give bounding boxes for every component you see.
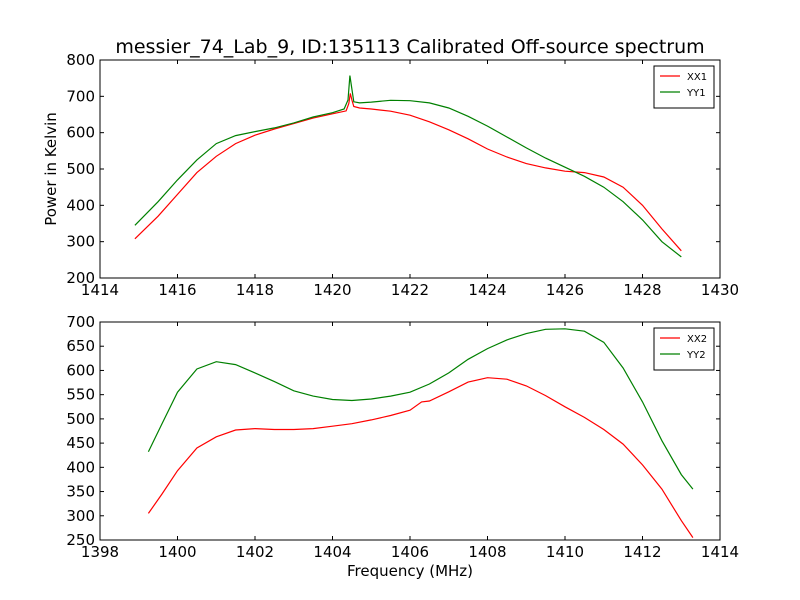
upper-y-tick-label: 500 (66, 160, 95, 178)
lower-x-tick-label: 1404 (313, 543, 351, 561)
upper-y-tick-label: 700 (66, 87, 95, 105)
lower-y-tick-label: 450 (66, 434, 95, 452)
lower-x-tick-label: 1410 (546, 543, 584, 561)
upper-y-tick-label: 200 (66, 269, 95, 287)
lower-y-tick-label: 400 (66, 458, 95, 476)
upper-x-tick-label: 1420 (313, 281, 351, 299)
lower-y-tick-label: 550 (66, 386, 95, 404)
lower-x-tick-label: 1408 (468, 543, 506, 561)
upper-x-tick-label: 1428 (623, 281, 661, 299)
upper-x-tick-label: 1430 (701, 281, 739, 299)
upper-plot-panel: 1414 1416 1418 1420 1422 1424 1426 1428 1430 200 3… (42, 51, 739, 299)
x-axis-label: Frequency (MHz) (347, 562, 473, 580)
upper-x-tick-label: 1414 (81, 281, 119, 299)
lower-y-tick-label: 650 (66, 337, 95, 355)
upper-x-tick-label: 1418 (236, 281, 274, 299)
upper-plot-frame (99, 59, 721, 279)
lower-x-tick-label: 1400 (158, 543, 196, 561)
upper-plot-ticks: 1414 1416 1418 1420 1422 1424 1426 1428 1430 200 3… (66, 51, 739, 299)
lower-y-tick-label: 350 (66, 483, 95, 501)
lower-legend-label-xx2: XX2 (687, 334, 707, 345)
lower-x-tick-label: 1402 (236, 543, 274, 561)
lower-x-tick-label: 1406 (391, 543, 429, 561)
lower-y-tick-label: 600 (66, 361, 95, 379)
upper-y-tick-label: 800 (66, 51, 95, 69)
lower-x-tick-label: 1412 (623, 543, 661, 561)
upper-y-tick-label: 300 (66, 233, 95, 251)
lower-y-tick-label: 250 (66, 531, 95, 549)
lower-legend-box (653, 327, 715, 371)
lower-x-tick-label: 1414 (701, 543, 739, 561)
upper-y-tick-label: 400 (66, 196, 95, 214)
upper-legend-label-xx1: XX1 (687, 72, 707, 83)
lower-series-yy2-line (147, 328, 694, 490)
lower-y-tick-label: 700 (66, 313, 95, 331)
lower-legend-label-yy2: YY2 (686, 350, 706, 361)
upper-series-xx1-line (134, 93, 682, 252)
upper-legend-box (653, 65, 715, 109)
upper-x-tick-label: 1426 (546, 281, 584, 299)
lower-plot-lines (147, 328, 694, 538)
lower-x-tick-label: 1398 (81, 543, 119, 561)
upper-x-tick-label: 1416 (158, 281, 196, 299)
lower-y-tick-label: 500 (66, 410, 95, 428)
upper-plot-lines (134, 75, 682, 258)
upper-legend-label-yy1: YY1 (686, 88, 706, 99)
lower-plot-ticks: 1398 1400 1402 1404 1406 1408 1410 1412 1414 250 3… (66, 313, 739, 561)
lower-y-tick-label: 300 (66, 507, 95, 525)
upper-y-tick-label: 600 (66, 124, 95, 142)
upper-x-tick-label: 1424 (468, 281, 506, 299)
lower-plot-panel: 1398 1400 1402 1404 1406 1408 1410 1412 1414 250 3… (66, 313, 739, 580)
upper-y-axis-label: Power in Kelvin (42, 112, 60, 226)
lower-plot-frame (99, 321, 721, 541)
chart-title: messier_74_Lab_9, ID:135113 Calibrated O… (115, 36, 704, 58)
upper-x-tick-label: 1422 (391, 281, 429, 299)
upper-series-yy1-line (134, 75, 682, 258)
lower-series-xx2-line (147, 377, 694, 538)
